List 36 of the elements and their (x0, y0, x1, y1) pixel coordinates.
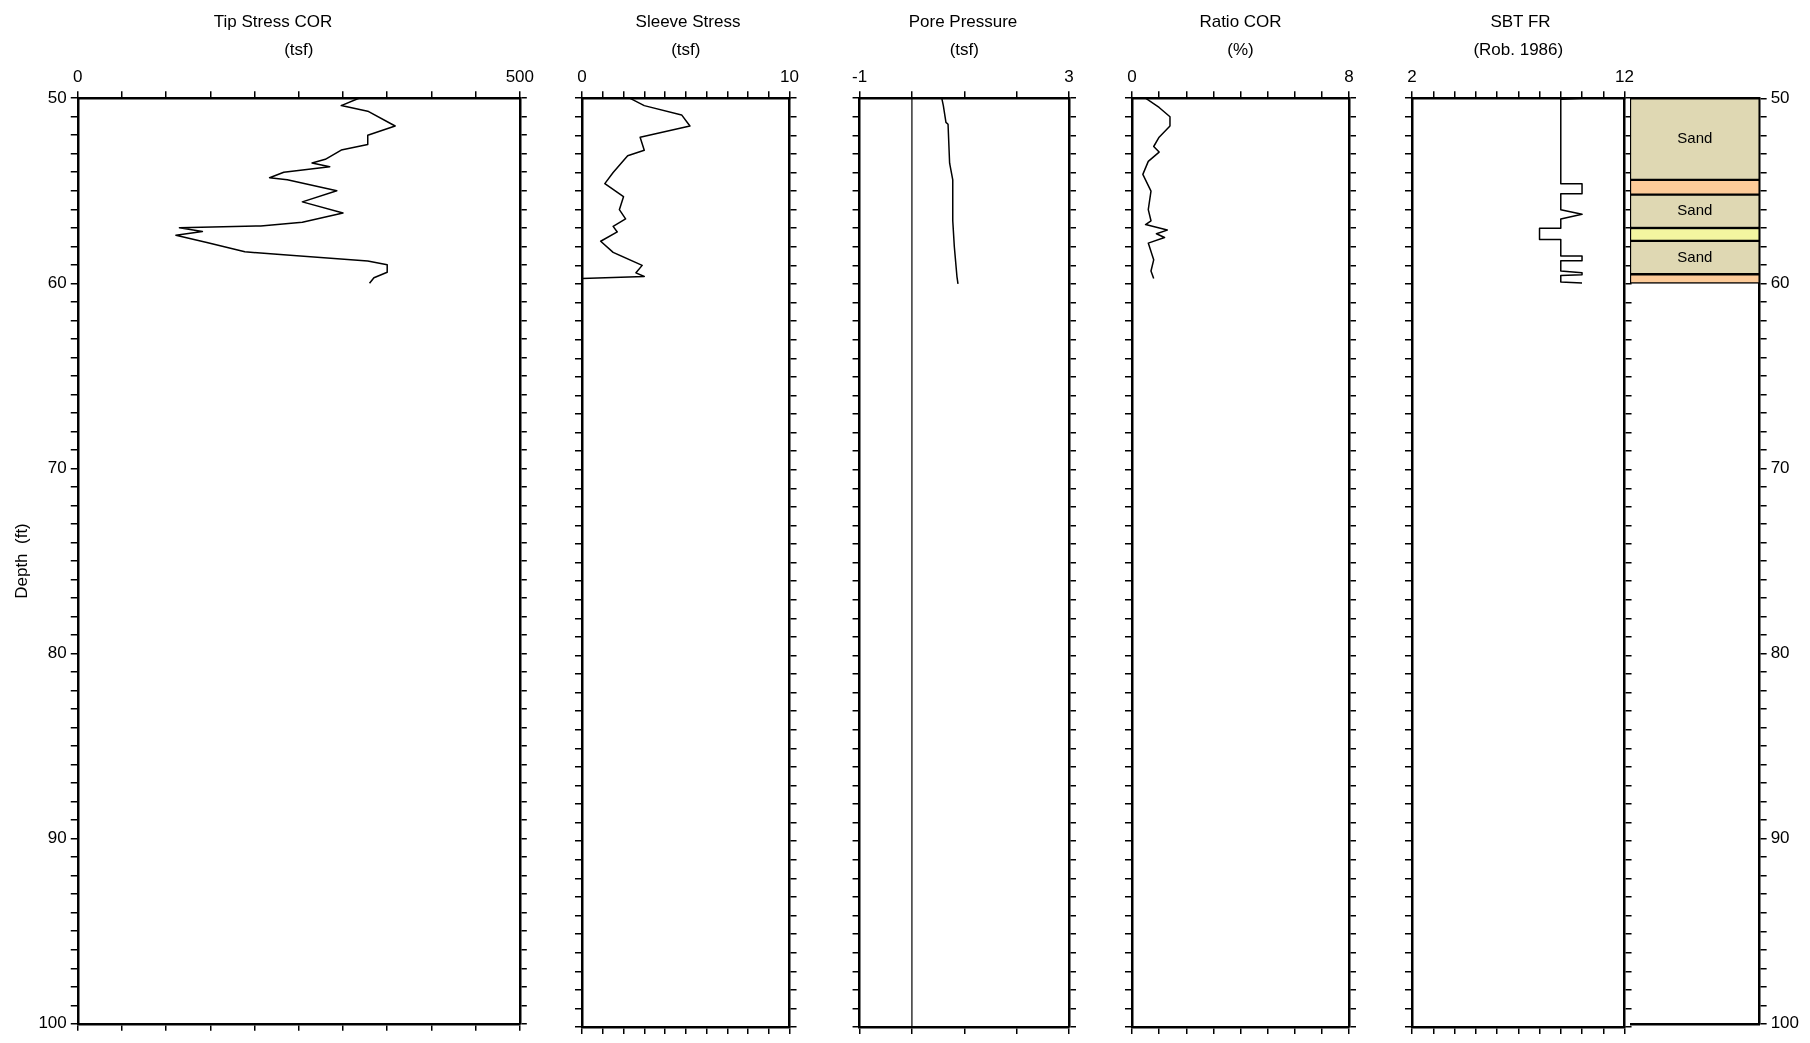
y-tick-label: 100 (1770, 1013, 1800, 1033)
y-tick-label: 80 (1770, 643, 1790, 663)
x-tick-label: 0 (577, 66, 587, 86)
x-axis-title: (%) (1227, 40, 1254, 60)
y-tick-label: 90 (1770, 828, 1790, 848)
chart-title: Pore Pressure (908, 11, 1018, 31)
x-tick-label: 8 (1344, 66, 1354, 86)
y-tick-label: 80 (47, 643, 67, 663)
y-tick-label: 50 (1770, 88, 1790, 108)
x-tick-label: 500 (505, 66, 535, 86)
series-label: Sand (1677, 247, 1713, 265)
x-tick-label: 0 (1127, 66, 1137, 86)
series-label: Sand (1677, 201, 1713, 219)
x-tick-label: -1 (852, 66, 868, 86)
chart-title: Sleeve Stress (635, 11, 741, 31)
x-axis-title: (tsf) (671, 40, 701, 60)
y-tick-label: 50 (47, 87, 67, 107)
chart-title: Tip Stress COR (213, 11, 333, 31)
chart-title: Ratio COR (1199, 11, 1282, 31)
x-axis-title: (tsf) (284, 40, 314, 60)
x-tick-label: 2 (1407, 66, 1417, 86)
x-tick-label: 12 (1615, 66, 1635, 86)
x-tick-label: 3 (1064, 66, 1074, 86)
y-tick-label: 60 (1770, 273, 1790, 293)
chart-title: SBT FR (1490, 11, 1551, 31)
x-axis-title: (Rob. 1986) (1473, 40, 1564, 60)
x-tick-label: 10 (780, 66, 800, 86)
y-tick-label: 70 (47, 458, 67, 478)
x-tick-label: 0 (73, 66, 83, 86)
series-label: Sand (1677, 129, 1713, 147)
y-tick-label: 90 (47, 828, 67, 848)
y-axis-title: Depth (ft) (11, 523, 31, 599)
x-axis-title: (tsf) (949, 40, 979, 60)
y-tick-label: 100 (38, 1013, 67, 1033)
y-tick-label: 60 (47, 273, 67, 293)
y-tick-label: 70 (1770, 458, 1790, 478)
